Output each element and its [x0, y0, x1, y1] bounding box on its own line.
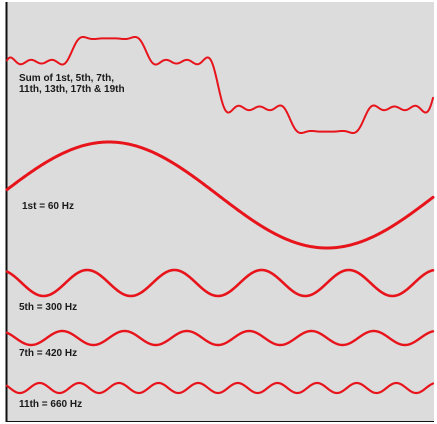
- eleventh-harmonic-label: 11th = 660 Hz: [19, 399, 82, 410]
- fundamental-label: 1st = 60 Hz: [22, 201, 74, 212]
- seventh-harmonic-waveform: [5, 329, 435, 347]
- fundamental-waveform: [5, 140, 435, 250]
- fifth-harmonic-waveform: [5, 268, 435, 298]
- seventh-harmonic-label: 7th = 420 Hz: [19, 348, 77, 359]
- eleventh-harmonic-waveform: [5, 381, 435, 395]
- sum-waveform: [6, 36, 434, 134]
- sum-label-line2: 11th, 13th, 17th & 19th: [19, 84, 125, 95]
- fifth-harmonic-label: 5th = 300 Hz: [19, 302, 77, 313]
- diagram-background: [6, 2, 434, 422]
- sum-label-line1: Sum of 1st, 5th, 7th,: [19, 73, 114, 84]
